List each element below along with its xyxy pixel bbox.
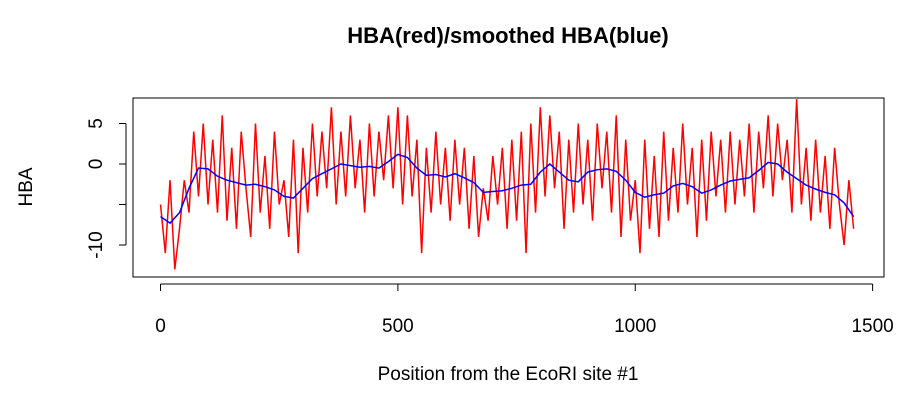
y-tick-label: 0: [86, 159, 107, 170]
data-line: [160, 153, 855, 225]
y-tick-label: -10: [86, 231, 107, 258]
x-axis-label: Position from the EcoRI site #1: [378, 364, 639, 385]
x-tick-label: 1000: [614, 316, 656, 337]
x-tick-label: 0: [155, 316, 166, 337]
x-tick-label: 1500: [851, 316, 893, 337]
chart-title: HBA(red)/smoothed HBA(blue): [347, 23, 668, 48]
y-tick-label: 5: [86, 118, 107, 129]
data-line: [159, 99, 855, 270]
plot-box: [132, 97, 885, 278]
y-axis-label: HBA: [16, 167, 37, 206]
x-tick-label: 500: [382, 316, 414, 337]
